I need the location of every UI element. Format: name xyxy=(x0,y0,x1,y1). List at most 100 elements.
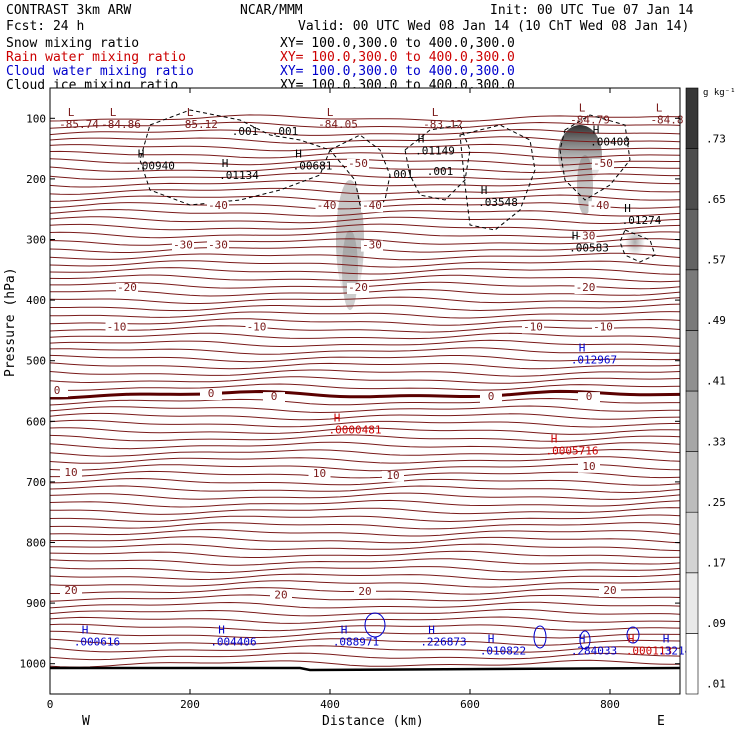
cloud-water-max-marker: H xyxy=(663,632,670,645)
temperature-isoline xyxy=(49,427,681,435)
cloud-water-max-marker: H xyxy=(218,623,225,636)
plot-frame xyxy=(49,87,681,695)
temperature-contour-label: -20 xyxy=(117,281,137,294)
temperature-isoline xyxy=(49,522,681,530)
colorbar-segment xyxy=(685,269,699,331)
cloud-water-contour xyxy=(579,630,591,650)
cloud-water-max-value: .088971 xyxy=(333,635,379,648)
temperature-isoline xyxy=(49,550,681,558)
label-halo xyxy=(116,283,138,295)
mixing-ratio-shading xyxy=(336,125,645,310)
temperature-contour-label: 10 xyxy=(64,466,77,479)
temperature-contour-label: -20 xyxy=(576,281,596,294)
temperature-isoline xyxy=(49,405,681,414)
temperature-isoline xyxy=(49,485,681,494)
snow-contour-label: .001 xyxy=(387,168,414,181)
temperature-contour-label: 0 xyxy=(488,390,495,403)
label-halo xyxy=(347,283,369,295)
temperature-isoline xyxy=(49,187,681,195)
y-tick-label: 800 xyxy=(26,537,46,550)
snow-max-marker: H xyxy=(593,123,600,136)
temperature-contour-label: -40 xyxy=(317,199,337,212)
temperature-isoline xyxy=(49,238,681,246)
field-label: Rain water mixing ratio xyxy=(6,50,186,65)
temperature-contour-label: -10 xyxy=(107,320,127,333)
field-xy: XY= 100.0,300.0 to 400.0,300.0 xyxy=(280,50,515,65)
temperature-isoline xyxy=(49,369,681,377)
minimum-marker: L xyxy=(656,101,663,114)
x-tick-label: 800 xyxy=(600,698,620,711)
label-halo xyxy=(574,231,597,243)
label-halo xyxy=(200,389,222,401)
snow-max-value: .00583 xyxy=(569,242,609,255)
snow-contour xyxy=(139,109,331,206)
temperature-isoline xyxy=(49,601,681,609)
minimum-value: -83.12 xyxy=(423,118,463,131)
label-halo xyxy=(308,469,331,481)
minimum-marker: L xyxy=(579,101,586,114)
colorbar-segment xyxy=(685,572,699,634)
snow-contour xyxy=(559,114,631,201)
minimum-marker: L xyxy=(327,106,334,119)
temperature-isoline xyxy=(49,252,681,261)
minimum-marker: L xyxy=(432,106,439,119)
cloud-water-max-marker: H xyxy=(579,632,586,645)
temperature-contour-label: -40 xyxy=(208,199,228,212)
cloud-water-max-marker: H xyxy=(428,623,435,636)
field-label: Cloud water mixing ratio xyxy=(6,64,194,79)
temperature-isoline xyxy=(49,492,681,500)
temperature-contour-label: -30 xyxy=(173,239,193,252)
colorbar-segment xyxy=(685,451,699,513)
contour-labels: -50 -50 -40 -40 -40 -40 -30 -30 -30 -30 -20 -20 -20 -… xyxy=(46,101,698,657)
label-halo xyxy=(592,158,614,170)
x-axis-west-label: W xyxy=(82,714,90,729)
snow-contour-label: .001 xyxy=(232,125,259,138)
snow-max-marker: H xyxy=(295,148,302,161)
snow-contour xyxy=(619,229,656,263)
field-legend: Snow mixing ratio XY= 100.0,300.0 to 400.… xyxy=(6,36,515,93)
temperature-isoline xyxy=(49,397,680,406)
temperature-contour-label: 0 xyxy=(586,390,593,403)
cloud-water-contour xyxy=(626,626,640,644)
minimum-marker: L xyxy=(68,106,75,119)
snow-contour-label: .001 xyxy=(427,165,454,178)
y-tick-label: 300 xyxy=(26,234,46,247)
cloud-water-max-value: .226873 xyxy=(420,635,466,648)
temperature-isoline xyxy=(49,528,681,537)
temperature-contour-label: 20 xyxy=(603,584,616,597)
x-tick-label: 400 xyxy=(320,698,340,711)
temperature-contour-label: -10 xyxy=(247,320,267,333)
colorbar-label: .73 xyxy=(706,132,726,145)
label-halo xyxy=(578,392,600,404)
cloud-water-contour xyxy=(364,612,386,638)
temperature-isoline xyxy=(49,347,681,355)
colorbar-label: .17 xyxy=(706,557,726,570)
label-halo xyxy=(105,322,128,334)
snow-contour xyxy=(404,124,471,201)
temperature-contour-label: -30 xyxy=(362,239,382,252)
y-tick-label: 700 xyxy=(26,476,46,489)
colorbar-label: .49 xyxy=(706,314,726,327)
snow-contour xyxy=(459,124,536,231)
temperature-isoline xyxy=(49,419,680,428)
temperature-isoline xyxy=(49,558,681,566)
snow-max-marker: H xyxy=(572,230,579,243)
label-halo xyxy=(354,587,376,599)
snow-max-value: .01149 xyxy=(415,145,455,158)
snow-plume-shading-east xyxy=(558,125,602,185)
temperature-isoline xyxy=(49,608,681,617)
rain-max-value: .0005716 xyxy=(546,445,599,458)
temperature-isoline xyxy=(49,477,681,486)
ground-line xyxy=(50,666,681,672)
label-halo xyxy=(245,322,268,334)
temperature-isoline xyxy=(49,274,681,283)
temperature-isoline xyxy=(49,412,681,421)
temperature-isoline xyxy=(50,303,681,312)
label-halo xyxy=(522,322,544,334)
temperature-isoline xyxy=(49,434,681,442)
temperature-contour-label: 20 xyxy=(274,588,287,601)
cloud-water-max-value: .284033 xyxy=(571,644,617,657)
colorbar-unit: g kg⁻¹ xyxy=(703,88,736,98)
y-tick-label: 500 xyxy=(26,355,46,368)
